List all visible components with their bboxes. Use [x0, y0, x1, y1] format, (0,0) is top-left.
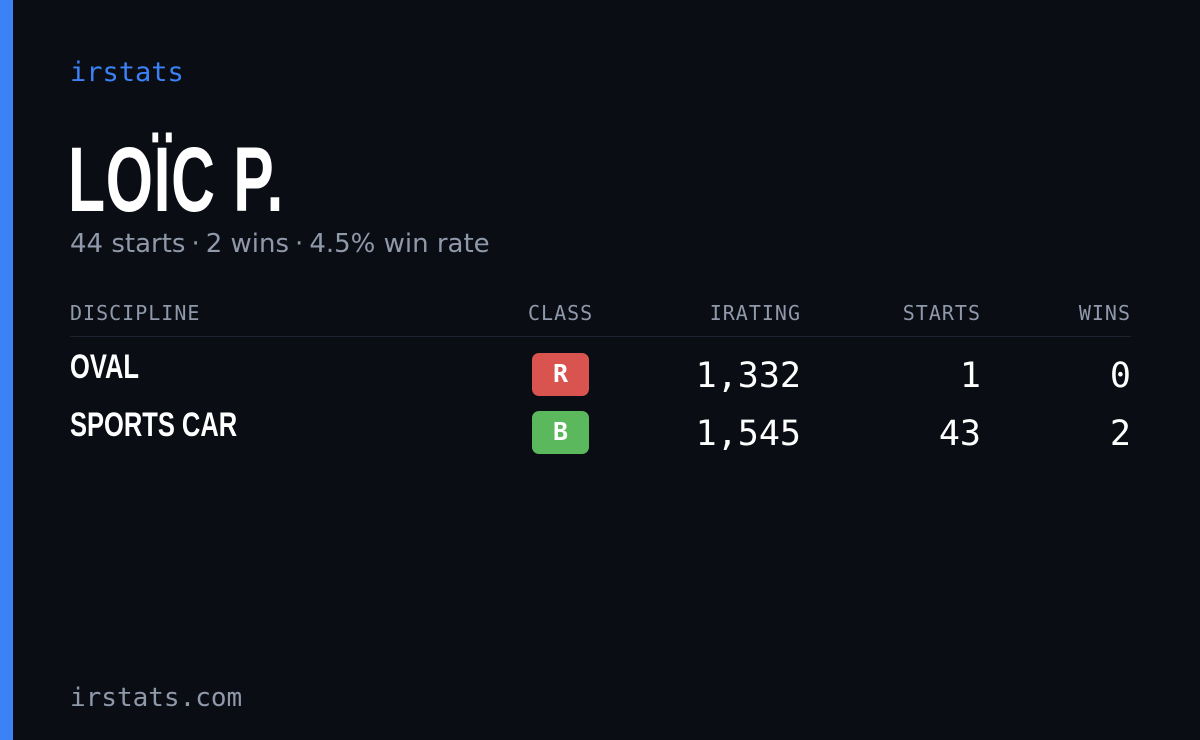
table-header: DISCIPLINE CLASS IRATING STARTS WINS: [70, 296, 1131, 337]
starts-value: 1: [959, 356, 981, 396]
discipline-table: DISCIPLINE CLASS IRATING STARTS WINS OVA…: [70, 296, 1131, 454]
brand-logo-text: irstats: [70, 57, 184, 88]
summary-win-rate: 4.5% win rate: [309, 229, 490, 259]
wins-value: 0: [1109, 356, 1131, 396]
irating-value: 1,545: [695, 414, 801, 454]
discipline-name: SPORTS CAR: [70, 406, 238, 444]
wins-value: 2: [1109, 414, 1131, 454]
discipline-name: OVAL: [70, 348, 139, 386]
table-row: OVAL R 1,332 1 0: [70, 337, 1131, 396]
footer-site-link[interactable]: irstats.com: [70, 683, 243, 713]
column-header-wins: WINS: [1078, 301, 1131, 325]
summary-wins: 2 wins: [205, 229, 290, 259]
class-badge: R: [532, 353, 589, 396]
starts-value: 43: [938, 414, 981, 454]
player-name: LOÏC P.: [68, 129, 285, 231]
column-header-discipline: DISCIPLINE: [70, 301, 201, 325]
column-header-starts: STARTS: [902, 301, 981, 325]
summary-separator: ·: [191, 229, 200, 259]
summary-starts: 44 starts: [70, 229, 186, 259]
column-header-class: CLASS: [528, 301, 594, 325]
summary-separator: ·: [295, 229, 304, 259]
table-row: SPORTS CAR B 1,545 43 2: [70, 395, 1131, 454]
column-header-irating: IRATING: [709, 301, 801, 325]
player-summary: 44 starts · 2 wins · 4.5% win rate: [70, 226, 490, 262]
accent-bar: [0, 0, 13, 740]
class-badge: B: [532, 411, 589, 454]
irating-value: 1,332: [695, 356, 801, 396]
